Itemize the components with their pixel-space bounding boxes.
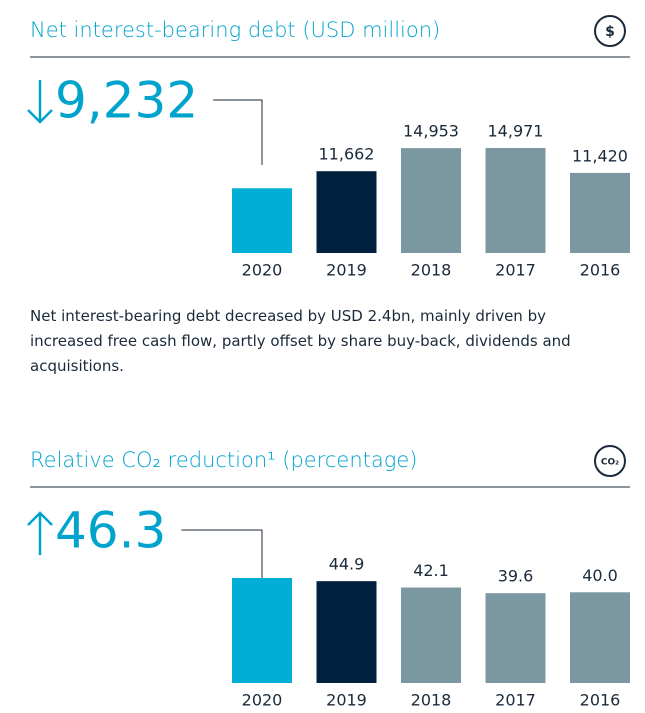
- section-title: Net interest-bearing debt (USD million): [30, 18, 440, 42]
- bar: [316, 171, 377, 253]
- value-label: 14,953: [403, 122, 459, 141]
- bar: [316, 581, 377, 683]
- category-label: 2018: [411, 261, 452, 280]
- category-label: 2017: [495, 691, 536, 710]
- bar: [232, 578, 292, 683]
- down-arrow: [27, 80, 53, 124]
- bar: [485, 148, 546, 253]
- value-label: 40.0: [582, 566, 618, 585]
- up-arrow: [27, 511, 53, 555]
- bar: [232, 188, 292, 253]
- section-title: Relative CO₂ reduction¹ (percentage): [30, 448, 417, 472]
- icon: CO₂: [601, 458, 619, 468]
- connector: [181, 529, 263, 595]
- category-label: 2019: [326, 261, 367, 280]
- bar: [401, 587, 461, 683]
- icon-circle: [594, 15, 626, 47]
- value-label: 11,662: [319, 145, 375, 164]
- category-label: 2016: [580, 261, 621, 280]
- bar: [485, 593, 546, 683]
- value-label: 11,420: [572, 146, 628, 165]
- category-label: 2019: [326, 691, 367, 710]
- value-label: 39.6: [498, 567, 534, 586]
- headline-value: 46.3: [55, 502, 166, 560]
- category-label: 2020: [242, 261, 283, 280]
- icon-circle: [594, 445, 626, 477]
- description: Net interest-bearing debt decreased by U…: [30, 307, 571, 375]
- value-label: 42.1: [413, 561, 449, 580]
- category-label: 2020: [242, 691, 283, 710]
- connector: [213, 99, 263, 165]
- headline-value: 9,232: [55, 72, 198, 130]
- icon: $: [605, 24, 615, 40]
- bar: [570, 592, 630, 683]
- value-label: 14,971: [488, 122, 544, 141]
- category-label: 2016: [580, 691, 621, 710]
- bar: [401, 148, 461, 253]
- category-label: 2017: [495, 261, 536, 280]
- value-label: 44.9: [329, 555, 365, 574]
- bar: [570, 172, 630, 253]
- category-label: 2018: [411, 691, 452, 710]
